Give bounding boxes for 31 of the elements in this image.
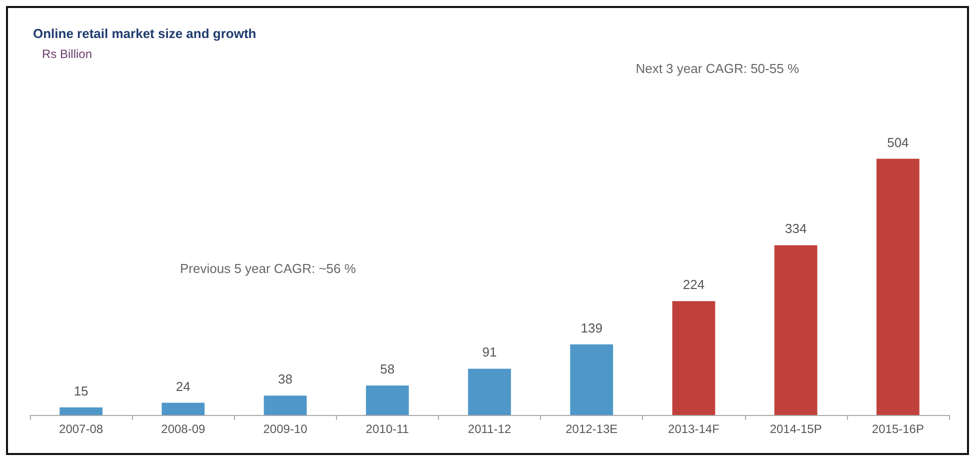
bar <box>570 344 614 415</box>
text: Rs Billion <box>42 47 92 61</box>
data-label: 58 <box>380 362 395 377</box>
x-tick-label: 2015-16P <box>872 422 924 436</box>
x-tick-label: 2013-14F <box>668 422 720 436</box>
x-tick-label: 2007-08 <box>59 422 104 436</box>
data-label: 15 <box>74 383 88 398</box>
x-tick-label: 2012-13E <box>566 422 618 436</box>
data-label: 504 <box>887 134 909 150</box>
x-tick-label: 2014-15P <box>770 422 822 436</box>
bar <box>672 301 716 415</box>
bar <box>162 402 205 415</box>
bar <box>876 158 920 415</box>
x-tick-label: 2009-10 <box>263 422 308 436</box>
text: Next 3 year CAGR: 50-55 % <box>636 61 800 76</box>
data-label: 24 <box>176 378 190 394</box>
x-tick-label: 2011-12 <box>468 422 512 436</box>
data-label: 224 <box>682 277 705 292</box>
bar <box>366 386 409 415</box>
annotation: Previous 5 year CAGR: ~56 % <box>180 261 356 276</box>
data-label: 38 <box>278 372 293 387</box>
x-tick-label: 2008-09 <box>161 422 206 436</box>
chart-title: Online retail market size and growth <box>33 26 256 41</box>
data-label: 334 <box>784 221 807 236</box>
bar <box>264 396 307 415</box>
bar <box>468 368 511 415</box>
x-tick-label: 2010-11 <box>366 422 410 436</box>
data-label: 91 <box>482 344 497 360</box>
data-label: 139 <box>580 320 602 336</box>
bar <box>774 245 818 415</box>
bar <box>60 407 102 415</box>
